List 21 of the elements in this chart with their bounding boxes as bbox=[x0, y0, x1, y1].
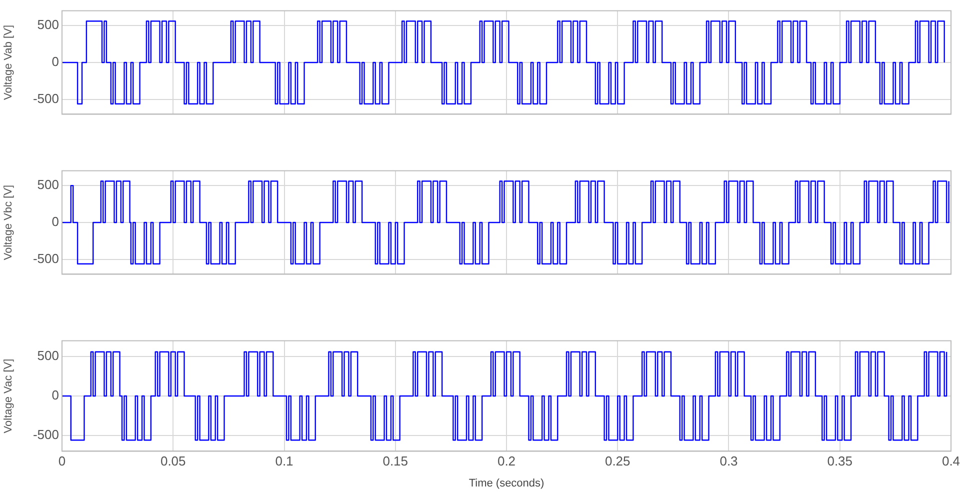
x-tick-label: 0.1 bbox=[275, 454, 294, 469]
y-tick-label: -500 bbox=[32, 251, 59, 266]
x-tick-label: 0.25 bbox=[604, 454, 630, 469]
y-tick-label: 500 bbox=[37, 348, 59, 364]
x-tick-label: 0.15 bbox=[382, 454, 408, 469]
y-axis-title: Voltage Vac [V] bbox=[2, 358, 15, 434]
y-tick-label: 0 bbox=[52, 388, 59, 403]
x-tick-label: 0.35 bbox=[827, 454, 853, 469]
x-tick-label: 0.05 bbox=[160, 454, 186, 469]
x-tick-label: 0.2 bbox=[497, 454, 516, 469]
y-tick-label: 0 bbox=[52, 214, 59, 230]
y-tick-label: 500 bbox=[37, 177, 59, 192]
x-axis-title: Time (seconds) bbox=[468, 477, 544, 490]
y-tick-label: 0 bbox=[52, 54, 59, 70]
y-axis-title: Voltage Vab [V] bbox=[2, 24, 15, 100]
x-tick-label: 0.3 bbox=[720, 454, 738, 469]
x-tick-label: 0.4 bbox=[942, 454, 960, 469]
y-axis-title: Voltage Vbc [V] bbox=[2, 184, 15, 260]
y-tick-label: -500 bbox=[32, 91, 59, 106]
y-tick-label: -500 bbox=[32, 427, 59, 442]
y-tick-label: 500 bbox=[37, 17, 59, 32]
